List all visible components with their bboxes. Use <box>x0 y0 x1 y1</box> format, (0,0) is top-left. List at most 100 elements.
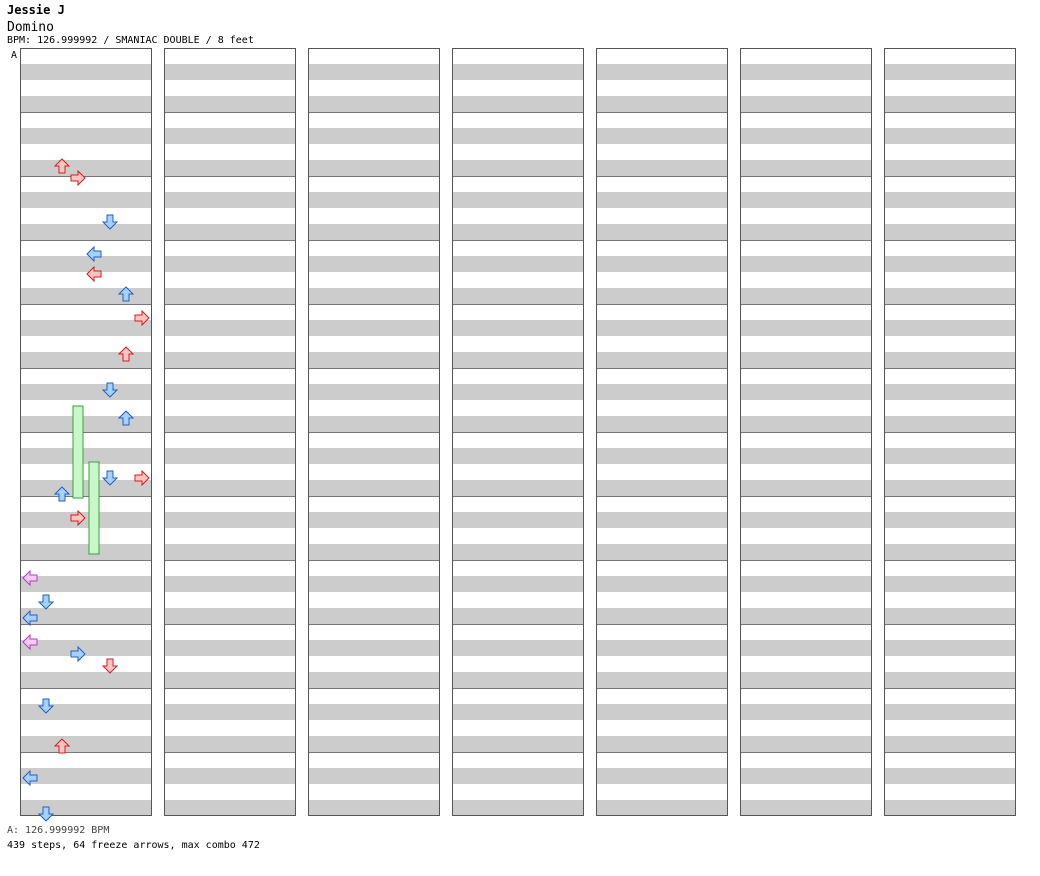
beat-stripe <box>884 352 1016 368</box>
beat-stripe <box>596 192 728 208</box>
beat-stripe <box>884 192 1016 208</box>
beat-stripe <box>308 608 440 624</box>
beat-stripe <box>452 160 584 176</box>
beat-stripe <box>452 96 584 112</box>
beat-stripe <box>740 640 872 656</box>
beat-stripe <box>452 192 584 208</box>
beat-stripe <box>740 672 872 688</box>
beat-stripe <box>308 256 440 272</box>
beat-stripe <box>596 256 728 272</box>
beat-stripe <box>164 288 296 304</box>
column-border <box>740 48 872 816</box>
beat-stripe <box>884 608 1016 624</box>
beat-stripe <box>452 128 584 144</box>
beat-stripe <box>596 288 728 304</box>
artist-name: Jessie J <box>7 3 65 17</box>
freeze-arrow-body <box>72 405 84 499</box>
beat-stripe <box>596 480 728 496</box>
beat-stripe <box>452 768 584 784</box>
beat-stripe <box>308 544 440 560</box>
beat-stripe <box>164 352 296 368</box>
beat-stripe <box>20 512 152 528</box>
beat-stripe <box>596 640 728 656</box>
beat-stripe <box>884 512 1016 528</box>
beat-stripe <box>20 320 152 336</box>
beat-stripe <box>308 384 440 400</box>
beat-stripe <box>164 96 296 112</box>
beat-stripe <box>20 544 152 560</box>
beat-stripe <box>740 448 872 464</box>
beat-stripe <box>164 192 296 208</box>
beat-stripe <box>164 704 296 720</box>
beat-stripe <box>164 768 296 784</box>
beat-stripe <box>452 256 584 272</box>
beat-stripe <box>308 224 440 240</box>
beat-stripe <box>596 416 728 432</box>
beat-stripe <box>740 224 872 240</box>
chart-column <box>740 48 872 816</box>
beat-stripe <box>308 160 440 176</box>
beat-stripe <box>740 768 872 784</box>
beat-stripe <box>164 544 296 560</box>
beat-stripe <box>884 160 1016 176</box>
chart-column <box>884 48 1016 816</box>
beat-stripe <box>20 416 152 432</box>
beat-stripe <box>884 448 1016 464</box>
beat-stripe <box>596 672 728 688</box>
beat-stripe <box>740 704 872 720</box>
beat-stripe <box>884 128 1016 144</box>
beat-stripe <box>596 160 728 176</box>
beat-stripe <box>20 800 152 816</box>
beat-stripe <box>20 160 152 176</box>
beat-stripe <box>452 448 584 464</box>
beat-stripe <box>308 704 440 720</box>
beat-stripe <box>20 480 152 496</box>
beat-stripe <box>596 224 728 240</box>
beat-stripe <box>452 800 584 816</box>
beat-stripe <box>308 96 440 112</box>
beat-stripe <box>884 768 1016 784</box>
beat-stripe <box>452 320 584 336</box>
column-border <box>884 48 1016 816</box>
beat-stripe <box>20 256 152 272</box>
beat-stripe <box>164 480 296 496</box>
column-border <box>164 48 296 816</box>
beat-stripe <box>884 736 1016 752</box>
beat-stripe <box>452 384 584 400</box>
beat-stripe <box>308 768 440 784</box>
chart-column <box>452 48 584 816</box>
chart-column <box>308 48 440 816</box>
beat-stripe <box>20 448 152 464</box>
column-border <box>596 48 728 816</box>
beat-stripe <box>740 480 872 496</box>
beat-stripe <box>740 576 872 592</box>
beat-stripe <box>740 128 872 144</box>
beat-stripe <box>20 352 152 368</box>
beat-stripe <box>884 672 1016 688</box>
beat-stripe <box>308 416 440 432</box>
beat-stripe <box>164 128 296 144</box>
beat-stripe <box>596 64 728 80</box>
beat-stripe <box>164 608 296 624</box>
beat-stripe <box>164 320 296 336</box>
beat-stripe <box>164 512 296 528</box>
beat-stripe <box>740 608 872 624</box>
beat-stripe <box>308 448 440 464</box>
beat-stripe <box>308 576 440 592</box>
beat-stripe <box>20 384 152 400</box>
beat-stripe <box>740 320 872 336</box>
beat-stripe <box>596 704 728 720</box>
footer-bpm-line: A: 126.999992 BPM <box>7 825 110 836</box>
beat-stripe <box>164 384 296 400</box>
beat-stripe <box>884 96 1016 112</box>
beat-stripe <box>452 288 584 304</box>
beat-stripe <box>20 288 152 304</box>
beat-stripe <box>20 768 152 784</box>
beat-stripe <box>596 576 728 592</box>
beat-stripe <box>740 416 872 432</box>
beat-stripe <box>740 288 872 304</box>
beat-stripe <box>596 736 728 752</box>
beat-stripe <box>740 544 872 560</box>
beat-stripe <box>740 64 872 80</box>
beat-stripe <box>164 160 296 176</box>
